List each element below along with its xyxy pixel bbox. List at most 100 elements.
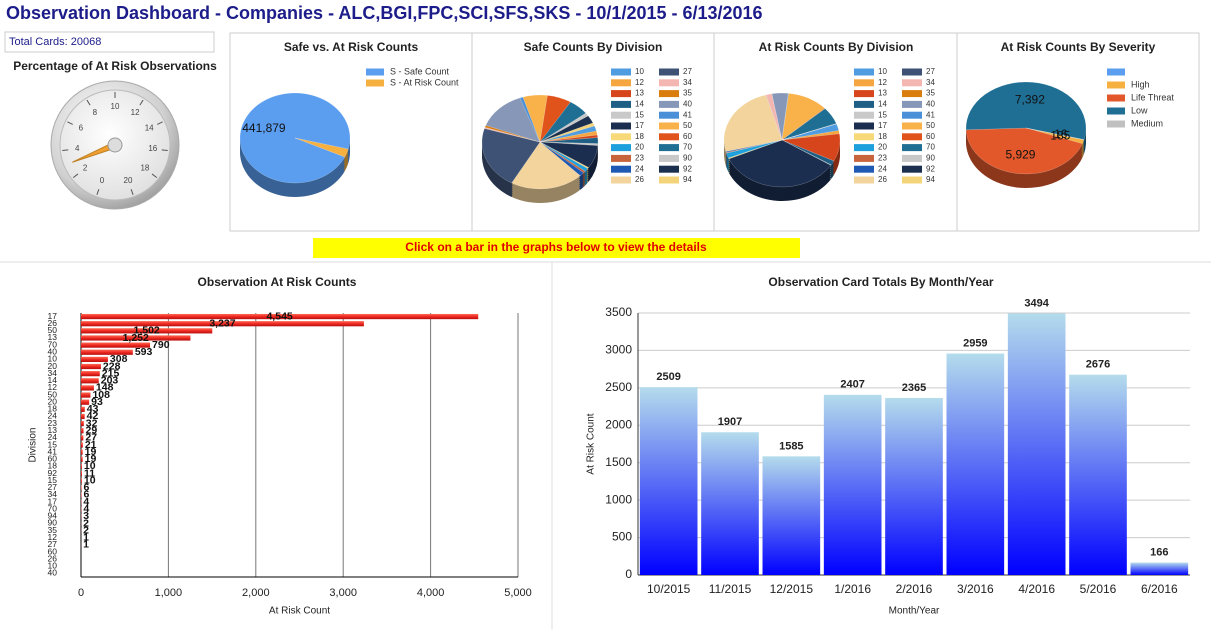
x-tick-label: 3/2016: [957, 582, 994, 596]
pie-slice: [781, 139, 835, 166]
legend-label: Medium: [1131, 118, 1163, 128]
y-tick-label: 0: [625, 567, 632, 581]
gauge-tick: [151, 173, 158, 179]
y-tick-label: 35: [48, 525, 58, 535]
pie-value-label: 7,392: [1015, 93, 1045, 107]
gauge-tick: [139, 99, 144, 106]
total-cards-box: [4, 31, 215, 53]
y-tick-label: 10: [48, 354, 58, 364]
legend-swatch: [611, 79, 631, 87]
legend-swatch: [902, 133, 922, 141]
legend-label: 60: [683, 132, 692, 141]
pie-title: At Risk Counts By Division: [759, 40, 914, 54]
bar-value-label: 1: [83, 539, 89, 551]
legend-swatch: [659, 79, 679, 87]
legend-swatch: [611, 111, 631, 119]
x-axis-label: At Risk Count: [269, 606, 330, 617]
gauge-tick: [67, 121, 73, 125]
legend-label: Life Threat: [1131, 92, 1174, 102]
legend-swatch: [659, 165, 679, 173]
bar-value-label: 2959: [963, 337, 987, 349]
legend-label: 23: [878, 154, 887, 163]
legend-swatch: [854, 122, 874, 130]
pie-slice: [781, 107, 826, 141]
legend-swatch: [659, 176, 679, 184]
pie-slice: [539, 141, 599, 168]
banner-text: Click on a bar in the graphs below to vi…: [405, 240, 707, 254]
pie-slice: [539, 141, 599, 146]
x-tick-label: 5/2016: [1080, 582, 1117, 596]
pie-slice: [539, 95, 571, 143]
legend-label: 34: [683, 78, 692, 87]
legend-label: 13: [635, 89, 644, 98]
bar-value-label: 308: [110, 353, 128, 365]
y-tick-label: 34: [48, 368, 58, 378]
y-tick-label: 15: [48, 475, 58, 485]
bar-value-label: 93: [91, 396, 103, 408]
bar-value-label: 29: [86, 425, 98, 437]
y-tick-label: 10: [48, 561, 58, 571]
x-axis-label: Month/Year: [889, 606, 940, 617]
x-tick-label: 11/2015: [709, 582, 752, 596]
x-tick-label: 3,000: [329, 587, 357, 599]
legend-swatch: [902, 111, 922, 119]
pie-slice: [522, 94, 548, 143]
bar-value-label: 19: [85, 446, 97, 458]
bar: [81, 328, 213, 334]
bar: [81, 470, 82, 477]
legend-label: 26: [635, 175, 644, 184]
bar-value-label: 203: [101, 375, 119, 387]
legend-label: 35: [683, 89, 692, 98]
legend-label: 50: [926, 121, 935, 130]
legend-swatch: [854, 100, 874, 108]
pie-slice: [728, 139, 832, 188]
legend-label: 15: [878, 110, 887, 119]
bar-value-label: 1585: [779, 440, 803, 452]
legend-swatch: [854, 144, 874, 152]
legend-label: 60: [926, 132, 935, 141]
bar: [1130, 562, 1189, 575]
y-tick-label: 3500: [605, 305, 632, 319]
bar-value-label: 3: [83, 510, 89, 522]
y-tick-label: 34: [48, 489, 58, 499]
legend-label: 14: [635, 100, 644, 109]
pie-slice: [781, 123, 840, 141]
bar: [81, 378, 99, 384]
y-tick-label: 12: [48, 532, 58, 542]
gauge-tick: [161, 149, 168, 152]
gauge-tick-label: 14: [145, 123, 154, 132]
legend-label: 23: [635, 154, 644, 163]
bar: [81, 478, 82, 484]
gauge-tick-label: 2: [83, 164, 88, 173]
legend-label: 27: [926, 67, 935, 76]
legend-label: High: [1131, 79, 1150, 89]
y-tick-label: 500: [612, 530, 632, 544]
legend-swatch: [611, 90, 631, 98]
legend-swatch: [1107, 120, 1125, 128]
pie-slice: [539, 141, 586, 174]
gauge-tick-label: 0: [100, 176, 105, 185]
bar-value-label: 593: [135, 346, 153, 358]
bar-value-label: 3494: [1024, 297, 1049, 309]
bar: [81, 435, 84, 441]
legend-label: 10: [878, 67, 887, 76]
y-tick-label: 3000: [605, 343, 632, 357]
bar: [81, 321, 364, 327]
total-cards-value: 20068: [71, 36, 102, 48]
bar-value-label: 2: [83, 524, 89, 536]
gauge-tick: [157, 121, 163, 125]
x-tick-label: 10/2015: [647, 582, 691, 596]
bar-value-label: 32: [86, 417, 98, 429]
pie-slice: [771, 92, 789, 141]
bar: [81, 449, 83, 455]
pie-slice: [765, 94, 783, 141]
legend-label: 92: [926, 164, 935, 173]
bar-value-label: 4,545: [266, 310, 292, 322]
legend-swatch: [902, 100, 922, 108]
bar: [81, 385, 94, 391]
legend-label: 20: [635, 143, 644, 152]
legend-label: S - Safe Count: [390, 66, 450, 76]
pie-slice: [1025, 127, 1085, 144]
pie-value-label: 16: [1054, 127, 1068, 141]
